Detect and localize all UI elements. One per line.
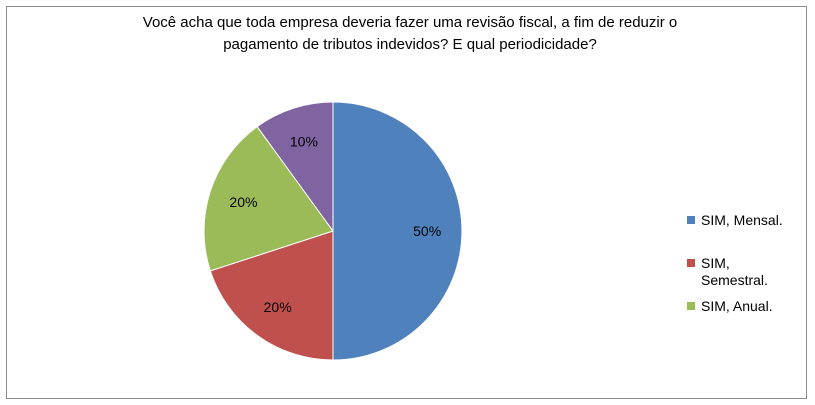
pie-slice-2: [209, 230, 334, 361]
pie-data-label-4: 10%: [290, 133, 318, 149]
legend-item-1: SIM, Mensal.: [687, 212, 783, 229]
legend-item-3: SIM, Anual.: [687, 298, 773, 315]
legend-label: SIM, Semestral.: [701, 255, 768, 288]
pie-data-label-2: 20%: [264, 299, 292, 315]
pie-data-label-1: 50%: [413, 223, 441, 239]
legend-item-2: SIM, Semestral.: [687, 255, 768, 289]
legend-swatch: [687, 259, 695, 267]
legend-swatch: [687, 216, 695, 224]
legend-label: SIM, Anual.: [701, 298, 773, 314]
chart-title-line-2: pagamento de tributos indevidos? E qual …: [223, 36, 597, 53]
legend-swatch: [687, 302, 695, 310]
pie-slice-4: [256, 101, 334, 233]
chart-title: Você acha que toda empresa deveria fazer…: [60, 12, 760, 56]
pie-slice-3: [203, 125, 334, 272]
chart-title-line-1: Você acha que toda empresa deveria fazer…: [142, 14, 678, 31]
pie-data-label-3: 20%: [229, 194, 257, 210]
pie-slice-1: [332, 101, 463, 361]
legend-label: SIM, Mensal.: [701, 212, 783, 228]
